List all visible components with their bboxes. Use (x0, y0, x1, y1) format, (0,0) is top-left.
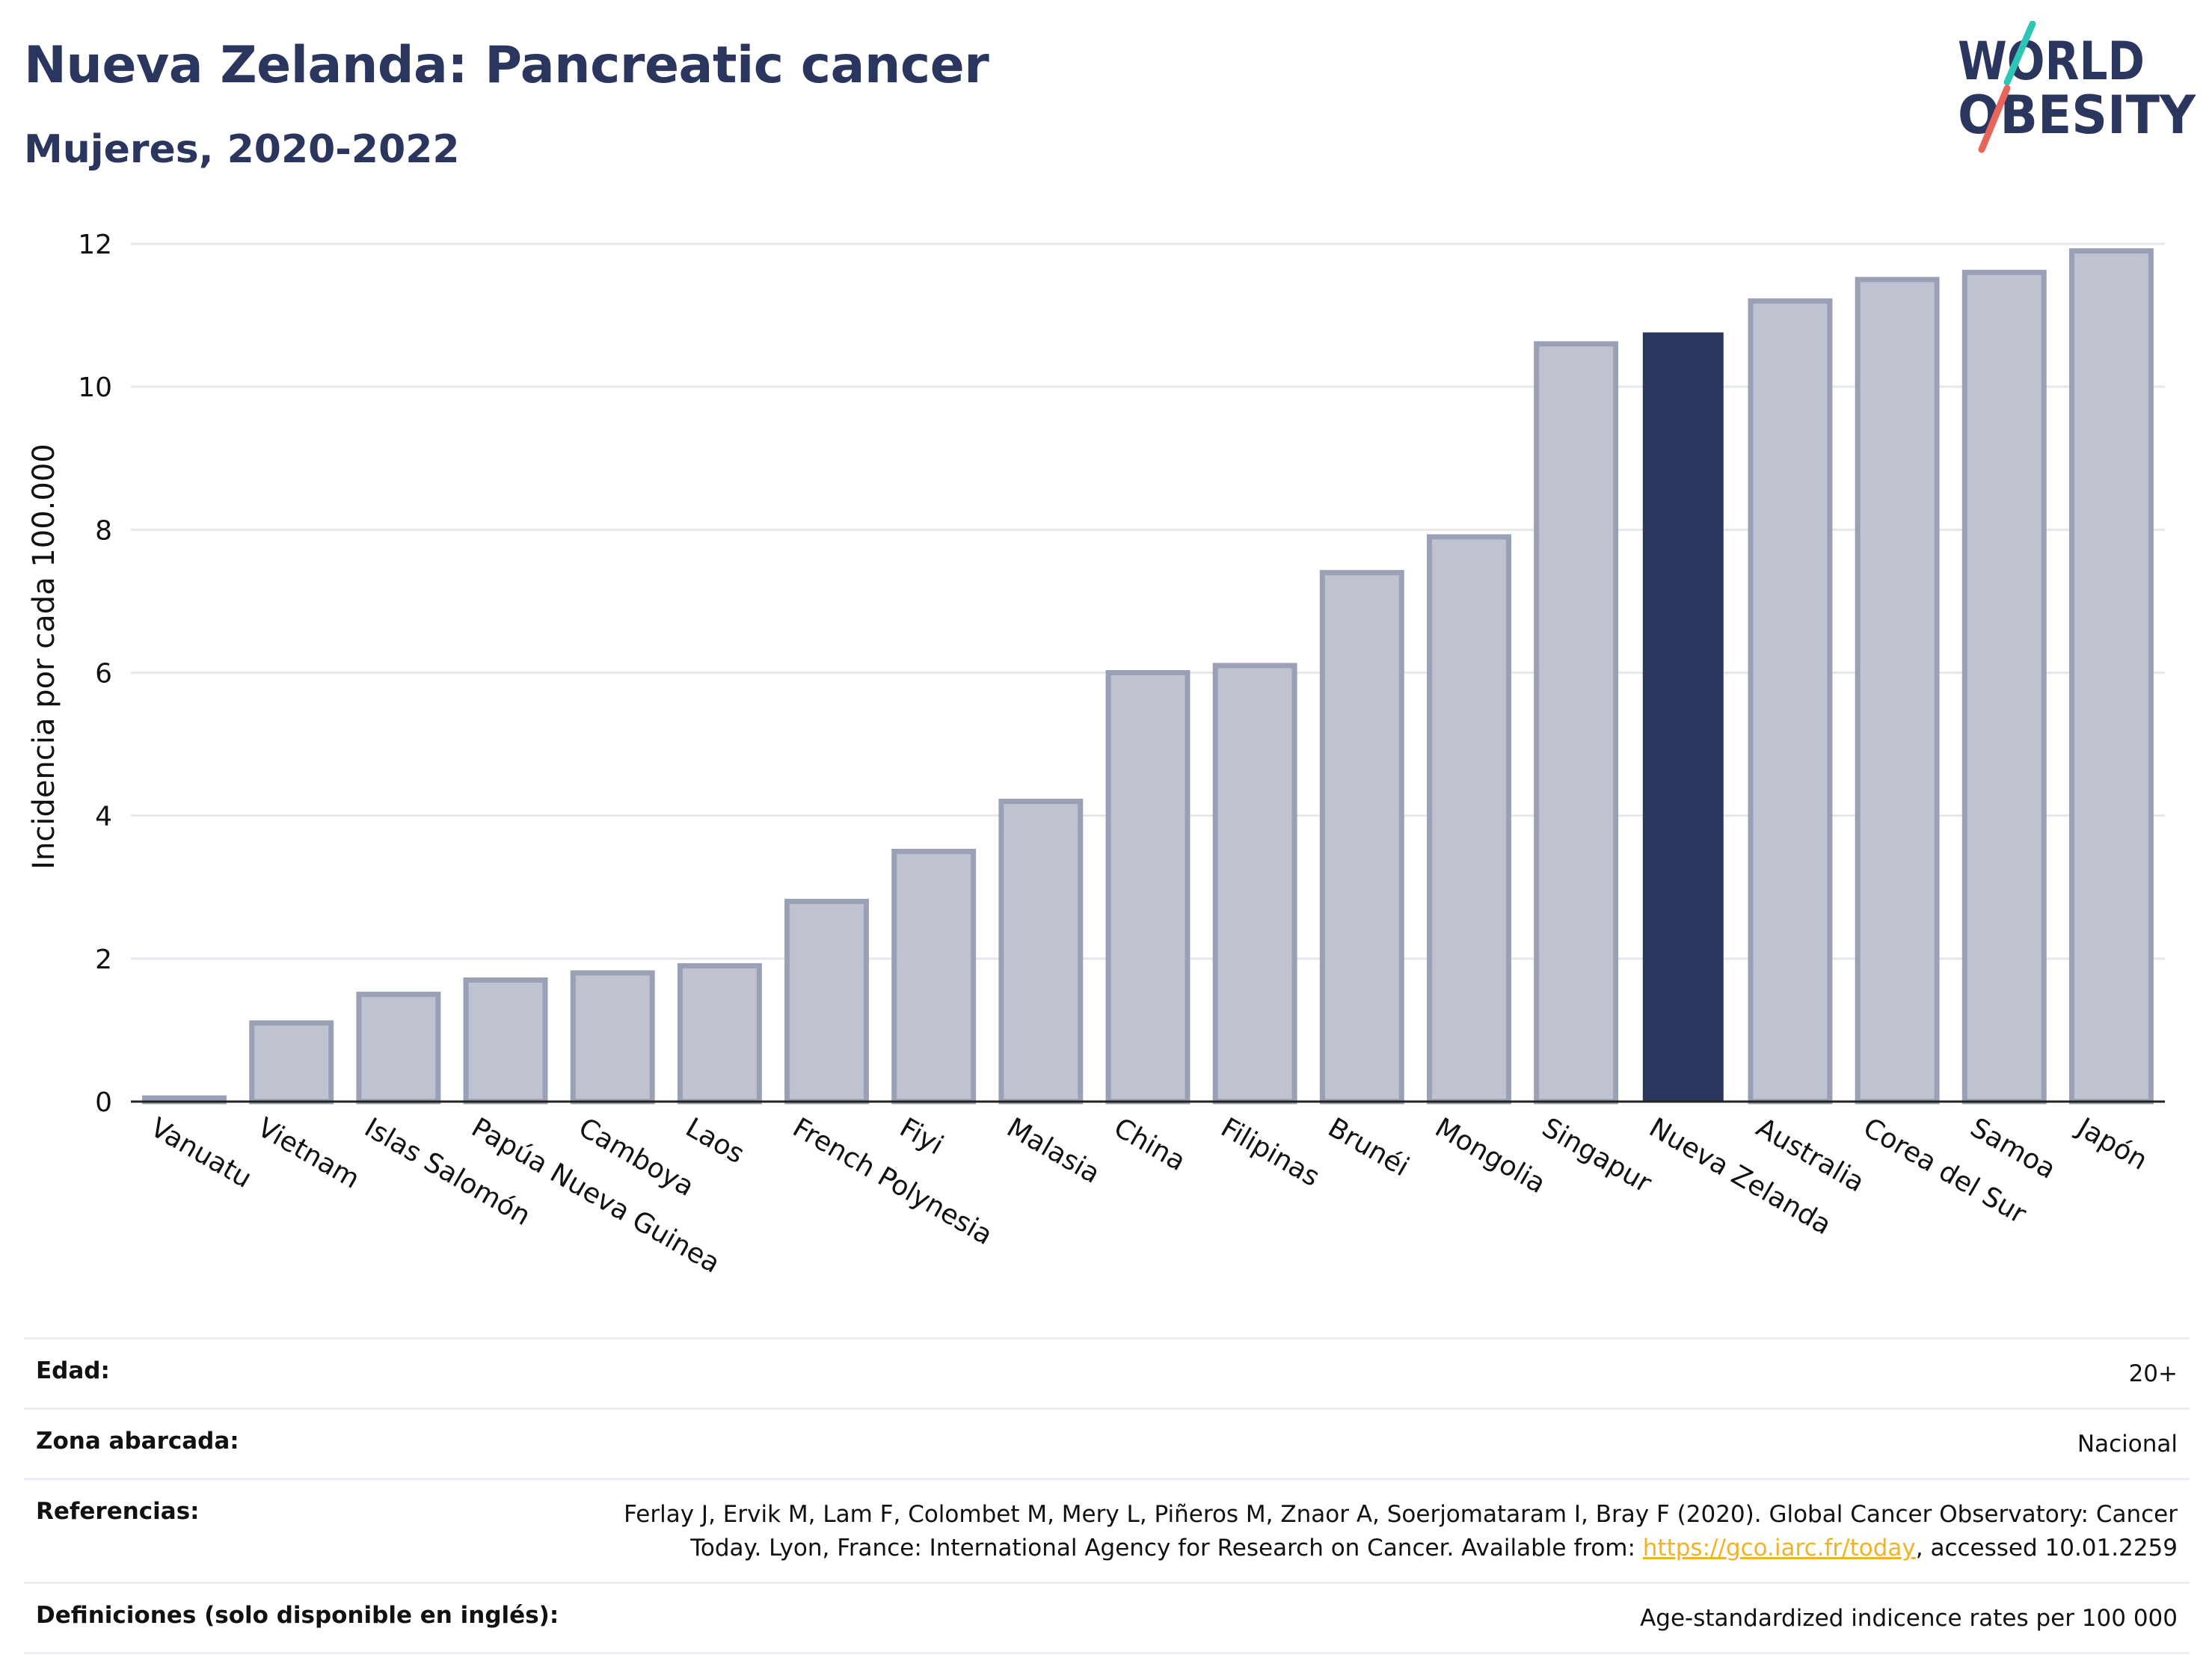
x-tick-label: Laos (681, 1112, 749, 1170)
bar (1105, 670, 1191, 1105)
x-tick-label: Brunéi (1323, 1112, 1414, 1182)
world-obesity-logo: WORLD OBESITY (1958, 21, 2196, 153)
x-tick-label: Fiyi (894, 1112, 948, 1161)
footer-value: 20+ (2128, 1360, 2178, 1387)
logo-slash-bottom (1978, 85, 2011, 153)
x-tick-label: Nueva Zelanda (1644, 1112, 1836, 1241)
footer-row-referencias: Referencias: Ferlay J, Ervik M, Lam F, C… (24, 1477, 2190, 1582)
footer-row-zona: Zona abarcada: Nacional (24, 1407, 2190, 1478)
footer-row-definiciones: Definiciones (solo disponible en inglés)… (24, 1581, 2190, 1654)
y-tick-label: 0 (95, 1087, 112, 1118)
x-tick-label: Vanuatu (145, 1112, 256, 1194)
bar (784, 898, 869, 1105)
bar (677, 962, 762, 1105)
reference-text-after: , accessed 10.01.2259 (1915, 1534, 2178, 1562)
y-tick-label: 10 (78, 372, 112, 403)
footer-label: Zona abarcada: (36, 1427, 239, 1455)
footer-label: Referencias: (36, 1497, 200, 1525)
bars (131, 248, 2165, 1105)
y-axis-ticks: 0 2 4 6 8 10 12 (78, 230, 112, 1118)
x-tick-label: Vietnam (252, 1112, 364, 1195)
footer-row-edad: Edad: 20+ (24, 1337, 2190, 1407)
bar (1534, 341, 1619, 1105)
bar (570, 970, 655, 1105)
bar (1319, 570, 1404, 1105)
bar (356, 992, 441, 1105)
y-tick-label: 4 (95, 802, 112, 832)
footer-value: Nacional (2077, 1430, 2178, 1458)
bar (1961, 269, 2047, 1105)
y-tick-label: 8 (95, 515, 112, 546)
reference-link[interactable]: https://gco.iarc.fr/today (1642, 1534, 1916, 1562)
bar (1855, 277, 1940, 1105)
x-tick-label: French Polynesia (787, 1112, 998, 1251)
bar (463, 977, 548, 1105)
y-axis-label: Incidencia por cada 100.000 (27, 443, 61, 870)
footer-label: Definiciones (solo disponible en inglés)… (36, 1601, 559, 1629)
bar (1748, 298, 1833, 1105)
bar (1427, 534, 1511, 1105)
x-tick-label: Filipinas (1216, 1112, 1325, 1193)
x-tick-label: Japón (2071, 1111, 2152, 1176)
logo-slash-top (2003, 21, 2036, 86)
bar-highlighted (1642, 332, 1724, 1103)
bar (2068, 248, 2154, 1105)
y-tick-label: 2 (95, 945, 112, 975)
x-tick-label: Singapur (1537, 1112, 1656, 1199)
footer-value: Ferlay J, Ervik M, Lam F, Colombet M, Me… (607, 1498, 2178, 1565)
chart-footer: Edad: 20+ Zona abarcada: Nacional Refere… (24, 1337, 2190, 1654)
x-tick-label: Mongolia (1430, 1112, 1551, 1200)
bar (998, 799, 1084, 1105)
x-tick-label: Malasia (1001, 1112, 1105, 1190)
y-tick-label: 6 (95, 659, 112, 690)
bar (249, 1020, 334, 1105)
chart-subtitle: Mujeres, 2020-2022 (24, 127, 460, 172)
logo-text-world: WORLD (1958, 31, 2145, 92)
y-tick-label: 12 (78, 230, 112, 260)
bar (891, 848, 977, 1105)
footer-value: Age-standardized indicence rates per 100… (1640, 1604, 2178, 1632)
bar (1212, 663, 1297, 1105)
reference-text: Ferlay J, Ervik M, Lam F, Colombet M, Me… (624, 1500, 2178, 1562)
chart-title: Nueva Zelanda: Pancreatic cancer (24, 36, 989, 95)
x-tick-label: China (1109, 1112, 1191, 1177)
footer-label: Edad: (36, 1357, 110, 1384)
